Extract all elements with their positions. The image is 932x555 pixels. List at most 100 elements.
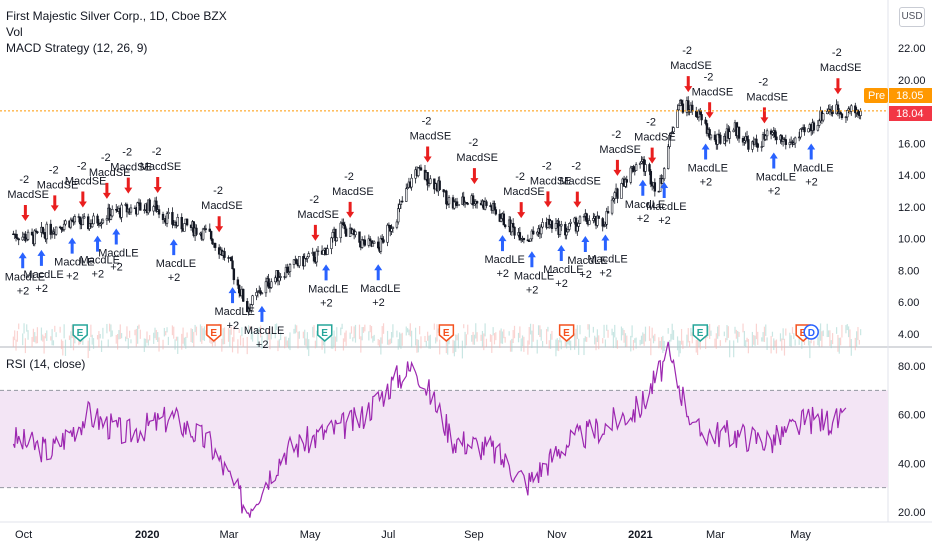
candle-body xyxy=(560,224,563,227)
pre-market-tag-label-bg xyxy=(864,88,888,103)
candle-body xyxy=(681,103,685,113)
currency-button[interactable]: USD xyxy=(899,7,925,27)
candle-body xyxy=(719,134,722,144)
volume-bar xyxy=(308,339,310,357)
candle-body xyxy=(96,215,99,224)
candle-body xyxy=(578,216,582,224)
volume-bar xyxy=(372,336,374,343)
short-entry-arrow xyxy=(573,191,582,208)
volume-bar xyxy=(714,338,716,348)
volume-bar xyxy=(733,340,735,358)
candle-body xyxy=(209,231,213,240)
candle-body xyxy=(606,211,610,214)
candle-body xyxy=(550,220,554,229)
volume-bar xyxy=(857,327,859,341)
volume-bar xyxy=(306,332,308,350)
candle-body xyxy=(818,120,821,126)
candle-body xyxy=(716,133,719,145)
candle-body xyxy=(264,281,268,294)
volume-bar xyxy=(676,336,679,351)
candle-body xyxy=(526,239,530,242)
volume-bar xyxy=(612,331,615,349)
candle-body xyxy=(510,223,514,233)
volume-bar xyxy=(639,339,641,346)
volume-bar xyxy=(697,337,699,356)
candle-body xyxy=(410,177,413,188)
short-entry-qty: -2 xyxy=(832,47,842,59)
volume-bar xyxy=(321,332,323,350)
volume-bar xyxy=(336,327,338,342)
volume-bar xyxy=(411,330,413,348)
candle-body xyxy=(502,213,506,226)
volume-bar xyxy=(594,335,596,345)
earnings-marker-label: E xyxy=(77,328,84,339)
candle-body xyxy=(438,180,441,190)
short-entry-qty: -2 xyxy=(611,129,621,141)
volume-bar xyxy=(849,329,851,347)
long-entry-label: MacdLE xyxy=(756,172,796,184)
volume-bar xyxy=(162,339,164,350)
volume-bar xyxy=(361,327,363,341)
volume-bar xyxy=(255,328,258,334)
candle-body xyxy=(30,231,34,236)
volume-bar xyxy=(770,336,772,354)
volume-bar xyxy=(829,330,831,347)
short-entry-arrow xyxy=(423,146,432,163)
candle-body xyxy=(856,109,860,115)
short-entry-qty: -2 xyxy=(101,152,111,164)
volume-bar xyxy=(420,336,422,349)
candle-body xyxy=(363,239,367,246)
volume-bar xyxy=(126,326,128,339)
volume-bar xyxy=(27,330,29,340)
candle-body xyxy=(417,167,420,176)
candle-body xyxy=(672,127,675,133)
volume-bar xyxy=(813,340,815,346)
volume-bar xyxy=(46,330,48,341)
candle-body xyxy=(588,220,591,225)
candle-body xyxy=(372,241,376,244)
volume-bar xyxy=(757,331,759,345)
long-entry-arrow xyxy=(638,179,647,196)
rsi-tick-label: 20.00 xyxy=(898,507,926,519)
candle-body xyxy=(812,122,816,131)
volume-bar xyxy=(503,329,505,339)
candle-body xyxy=(761,134,765,147)
volume-bar xyxy=(670,333,672,342)
volume-bar xyxy=(424,335,426,343)
volume-bar xyxy=(528,327,530,345)
candle-body xyxy=(36,231,39,233)
volume-bar xyxy=(687,328,689,343)
candle-body xyxy=(139,202,142,211)
short-entry-label: MacdSE xyxy=(410,131,452,143)
volume-bar xyxy=(227,327,230,342)
candle-body xyxy=(518,232,522,241)
volume-bar xyxy=(504,336,506,343)
volume-bar xyxy=(305,338,307,347)
volume-bar xyxy=(461,340,463,359)
volume-bar xyxy=(536,339,538,354)
short-entry-arrow xyxy=(684,76,693,93)
candle-body xyxy=(73,216,77,223)
candle-body xyxy=(799,128,802,138)
volume-bar xyxy=(349,332,351,339)
candle-body xyxy=(354,231,357,236)
short-entry-arrow xyxy=(760,107,769,124)
candle-body xyxy=(274,277,277,283)
candle-body xyxy=(447,197,451,205)
volume-bar xyxy=(558,340,560,352)
volume-bar xyxy=(181,333,183,350)
volume-bar xyxy=(205,330,207,335)
volume-bar xyxy=(492,327,494,336)
short-entry-qty: -2 xyxy=(309,194,319,206)
volume-bar xyxy=(277,340,279,352)
volume-bar xyxy=(147,339,149,346)
volume-bar xyxy=(771,331,774,337)
volume-bar xyxy=(643,333,645,346)
volume-bar xyxy=(163,327,165,337)
rsi-tick-label: 80.00 xyxy=(898,361,926,373)
volume-bar xyxy=(467,324,469,335)
price-tick-label: 6.00 xyxy=(898,297,919,309)
volume-bar xyxy=(508,331,510,336)
